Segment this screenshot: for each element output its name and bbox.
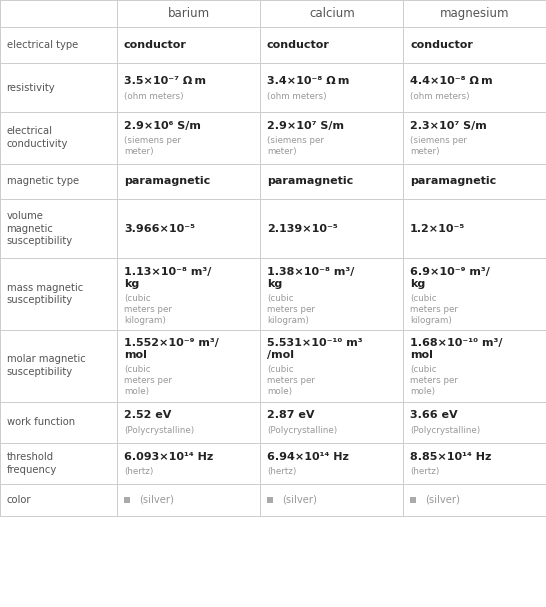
Text: electrical
conductivity: electrical conductivity <box>7 126 68 149</box>
Text: molar magnetic
susceptibility: molar magnetic susceptibility <box>7 354 85 377</box>
Text: (cubic
meters per
kilogram): (cubic meters per kilogram) <box>124 294 172 325</box>
Text: 6.093×10¹⁴ Hz: 6.093×10¹⁴ Hz <box>124 452 213 462</box>
Text: volume
magnetic
susceptibility: volume magnetic susceptibility <box>7 211 73 246</box>
Text: paramagnetic: paramagnetic <box>410 176 496 186</box>
Text: (silver): (silver) <box>139 495 174 505</box>
Text: (ohm meters): (ohm meters) <box>124 92 183 101</box>
Text: (siemens per
meter): (siemens per meter) <box>410 136 467 157</box>
Text: 2.3×10⁷ S/m: 2.3×10⁷ S/m <box>410 121 487 131</box>
Text: paramagnetic: paramagnetic <box>124 176 210 186</box>
Text: 2.52 eV: 2.52 eV <box>124 410 171 421</box>
Text: (cubic
meters per
mole): (cubic meters per mole) <box>410 365 458 396</box>
Text: (cubic
meters per
kilogram): (cubic meters per kilogram) <box>267 294 315 325</box>
Text: 1.2×10⁻⁵: 1.2×10⁻⁵ <box>410 223 465 234</box>
Text: 8.85×10¹⁴ Hz: 8.85×10¹⁴ Hz <box>410 452 491 462</box>
Text: calcium: calcium <box>309 7 355 20</box>
Text: 4.4×10⁻⁸ Ω m: 4.4×10⁻⁸ Ω m <box>410 76 492 86</box>
Text: 3.66 eV: 3.66 eV <box>410 410 458 421</box>
Text: paramagnetic: paramagnetic <box>267 176 353 186</box>
Text: (cubic
meters per
mole): (cubic meters per mole) <box>267 365 315 396</box>
Text: (silver): (silver) <box>425 495 460 505</box>
Text: 1.552×10⁻⁹ m³/
mol: 1.552×10⁻⁹ m³/ mol <box>124 338 219 361</box>
Text: barium: barium <box>168 7 210 20</box>
Text: (cubic
meters per
kilogram): (cubic meters per kilogram) <box>410 294 458 325</box>
Text: threshold
frequency: threshold frequency <box>7 452 57 475</box>
Text: 6.94×10¹⁴ Hz: 6.94×10¹⁴ Hz <box>267 452 349 462</box>
Text: electrical type: electrical type <box>7 40 78 50</box>
Text: (Polycrystalline): (Polycrystalline) <box>410 426 480 435</box>
Text: conductor: conductor <box>267 40 330 50</box>
Text: (Polycrystalline): (Polycrystalline) <box>124 426 194 435</box>
Text: color: color <box>7 495 31 505</box>
Text: mass magnetic
susceptibility: mass magnetic susceptibility <box>7 283 83 305</box>
Text: (hertz): (hertz) <box>410 467 440 476</box>
Text: (silver): (silver) <box>282 495 317 505</box>
Text: (siemens per
meter): (siemens per meter) <box>267 136 324 157</box>
Text: (cubic
meters per
mole): (cubic meters per mole) <box>124 365 172 396</box>
Text: 6.9×10⁻⁹ m³/
kg: 6.9×10⁻⁹ m³/ kg <box>410 266 490 289</box>
Text: magnetic type: magnetic type <box>7 176 79 186</box>
Text: 2.9×10⁶ S/m: 2.9×10⁶ S/m <box>124 121 201 131</box>
Text: resistivity: resistivity <box>7 83 55 93</box>
Text: (Polycrystalline): (Polycrystalline) <box>267 426 337 435</box>
Text: 5.531×10⁻¹⁰ m³
/mol: 5.531×10⁻¹⁰ m³ /mol <box>267 338 363 361</box>
Text: magnesium: magnesium <box>440 7 509 20</box>
Text: 1.38×10⁻⁸ m³/
kg: 1.38×10⁻⁸ m³/ kg <box>267 266 354 289</box>
Text: 3.4×10⁻⁸ Ω m: 3.4×10⁻⁸ Ω m <box>267 76 349 86</box>
Text: work function: work function <box>7 417 75 427</box>
Text: (ohm meters): (ohm meters) <box>410 92 470 101</box>
Text: conductor: conductor <box>124 40 187 50</box>
Text: 3.966×10⁻⁵: 3.966×10⁻⁵ <box>124 223 195 234</box>
Text: (siemens per
meter): (siemens per meter) <box>124 136 181 157</box>
Text: 3.5×10⁻⁷ Ω m: 3.5×10⁻⁷ Ω m <box>124 76 206 86</box>
Text: conductor: conductor <box>410 40 473 50</box>
Text: 2.87 eV: 2.87 eV <box>267 410 314 421</box>
Text: 2.9×10⁷ S/m: 2.9×10⁷ S/m <box>267 121 344 131</box>
Text: 1.13×10⁻⁸ m³/
kg: 1.13×10⁻⁸ m³/ kg <box>124 266 211 289</box>
Text: 2.139×10⁻⁵: 2.139×10⁻⁵ <box>267 223 338 234</box>
Text: (ohm meters): (ohm meters) <box>267 92 327 101</box>
Text: 1.68×10⁻¹⁰ m³/
mol: 1.68×10⁻¹⁰ m³/ mol <box>410 338 502 361</box>
Text: (hertz): (hertz) <box>124 467 153 476</box>
Text: (hertz): (hertz) <box>267 467 296 476</box>
